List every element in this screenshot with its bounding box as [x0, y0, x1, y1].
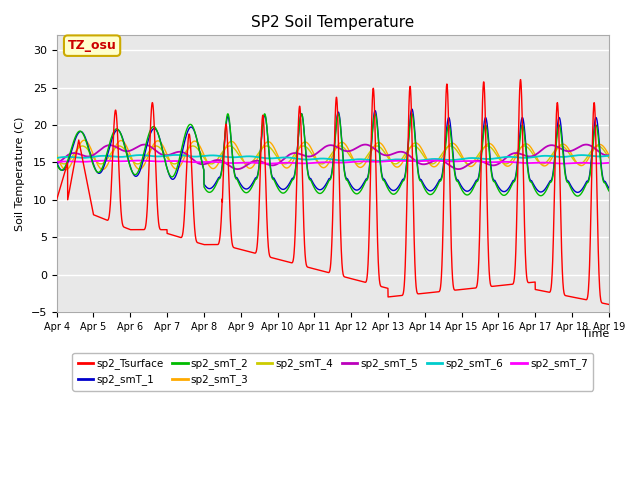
sp2_smT_5 — [316, 148, 323, 154]
sp2_smT_2 — [315, 191, 323, 196]
sp2_smT_6 — [375, 158, 383, 164]
sp2_smT_1 — [605, 185, 612, 191]
Line: sp2_smT_6: sp2_smT_6 — [57, 155, 609, 161]
sp2_smT_4 — [289, 153, 297, 159]
sp2_smT_2 — [588, 151, 596, 156]
sp2_smT_1 — [561, 164, 568, 169]
sp2_Tsurface — [285, 259, 292, 265]
sp2_smT_1 — [289, 175, 297, 181]
sp2_smT_6 — [172, 152, 180, 158]
sp2_smT_2 — [605, 188, 612, 194]
sp2_Tsurface — [561, 292, 568, 298]
Text: Time: Time — [582, 328, 609, 338]
sp2_smT_2 — [574, 193, 582, 199]
sp2_smT_4 — [605, 155, 612, 161]
Line: sp2_smT_3: sp2_smT_3 — [57, 140, 609, 170]
sp2_Tsurface — [53, 197, 61, 203]
Line: sp2_smT_4: sp2_smT_4 — [57, 146, 609, 164]
Text: TZ_osu: TZ_osu — [68, 39, 116, 52]
sp2_smT_5 — [285, 152, 292, 158]
sp2_smT_6 — [454, 156, 462, 162]
sp2_smT_6 — [289, 155, 297, 161]
sp2_Tsurface — [315, 267, 323, 273]
sp2_smT_2 — [289, 177, 297, 182]
sp2_smT_5 — [605, 152, 612, 158]
sp2_smT_3 — [285, 164, 292, 170]
sp2_smT_7 — [265, 161, 273, 167]
sp2_smT_4 — [561, 145, 568, 151]
Line: sp2_smT_2: sp2_smT_2 — [57, 114, 609, 196]
sp2_smT_1 — [454, 177, 462, 183]
sp2_smT_3 — [289, 157, 297, 163]
sp2_Tsurface — [289, 258, 297, 264]
sp2_smT_4 — [316, 160, 323, 166]
sp2_smT_7 — [285, 160, 292, 166]
sp2_smT_4 — [226, 143, 234, 149]
sp2_smT_7 — [289, 160, 297, 166]
sp2_smT_5 — [289, 150, 297, 156]
sp2_smT_7 — [561, 161, 568, 167]
sp2_Tsurface — [454, 287, 461, 293]
sp2_smT_6 — [285, 155, 292, 160]
sp2_smT_3 — [316, 162, 323, 168]
sp2_smT_2 — [454, 179, 462, 184]
sp2_smT_4 — [97, 161, 105, 167]
sp2_smT_1 — [408, 106, 416, 112]
sp2_smT_1 — [315, 187, 323, 192]
sp2_smT_2 — [53, 161, 61, 167]
sp2_smT_6 — [316, 156, 323, 161]
Line: sp2_Tsurface: sp2_Tsurface — [57, 80, 609, 304]
Legend: sp2_Tsurface, sp2_smT_1, sp2_smT_2, sp2_smT_3, sp2_smT_4, sp2_smT_5, sp2_smT_6, : sp2_Tsurface, sp2_smT_1, sp2_smT_2, sp2_… — [72, 353, 593, 391]
sp2_Tsurface — [516, 77, 524, 83]
sp2_smT_4 — [454, 149, 462, 155]
sp2_smT_3 — [454, 145, 462, 151]
sp2_Tsurface — [605, 301, 612, 307]
sp2_smT_7 — [53, 159, 61, 165]
sp2_smT_6 — [605, 153, 612, 158]
sp2_smT_7 — [588, 160, 596, 166]
sp2_smT_1 — [285, 182, 292, 188]
sp2_smT_1 — [588, 146, 596, 152]
sp2_smT_2 — [285, 185, 292, 191]
sp2_smT_3 — [561, 142, 568, 147]
sp2_smT_5 — [561, 148, 568, 154]
sp2_smT_1 — [574, 190, 582, 195]
sp2_smT_4 — [285, 159, 292, 165]
sp2_smT_7 — [605, 160, 612, 166]
sp2_smT_7 — [454, 158, 462, 164]
sp2_smT_2 — [561, 167, 568, 172]
sp2_smT_3 — [53, 152, 61, 158]
sp2_smT_5 — [362, 142, 369, 147]
Line: sp2_smT_1: sp2_smT_1 — [57, 109, 609, 192]
sp2_smT_6 — [588, 153, 596, 159]
Title: SP2 Soil Temperature: SP2 Soil Temperature — [251, 15, 414, 30]
sp2_smT_1 — [53, 159, 61, 165]
sp2_smT_6 — [53, 155, 61, 161]
Line: sp2_smT_7: sp2_smT_7 — [57, 160, 609, 164]
sp2_smT_3 — [605, 152, 612, 158]
sp2_smT_3 — [62, 167, 70, 173]
sp2_smT_4 — [588, 147, 596, 153]
sp2_smT_2 — [371, 111, 379, 117]
sp2_Tsurface — [588, 156, 596, 162]
Y-axis label: Soil Temperature (C): Soil Temperature (C) — [15, 117, 25, 231]
sp2_smT_4 — [53, 155, 61, 161]
sp2_smT_5 — [53, 161, 61, 167]
sp2_smT_5 — [234, 166, 241, 172]
Line: sp2_smT_5: sp2_smT_5 — [57, 144, 609, 169]
sp2_smT_7 — [316, 159, 323, 165]
sp2_smT_5 — [454, 166, 462, 172]
sp2_smT_3 — [588, 149, 596, 155]
sp2_smT_5 — [588, 144, 596, 149]
sp2_smT_7 — [135, 157, 143, 163]
sp2_smT_6 — [561, 154, 568, 160]
sp2_smT_3 — [81, 137, 88, 143]
